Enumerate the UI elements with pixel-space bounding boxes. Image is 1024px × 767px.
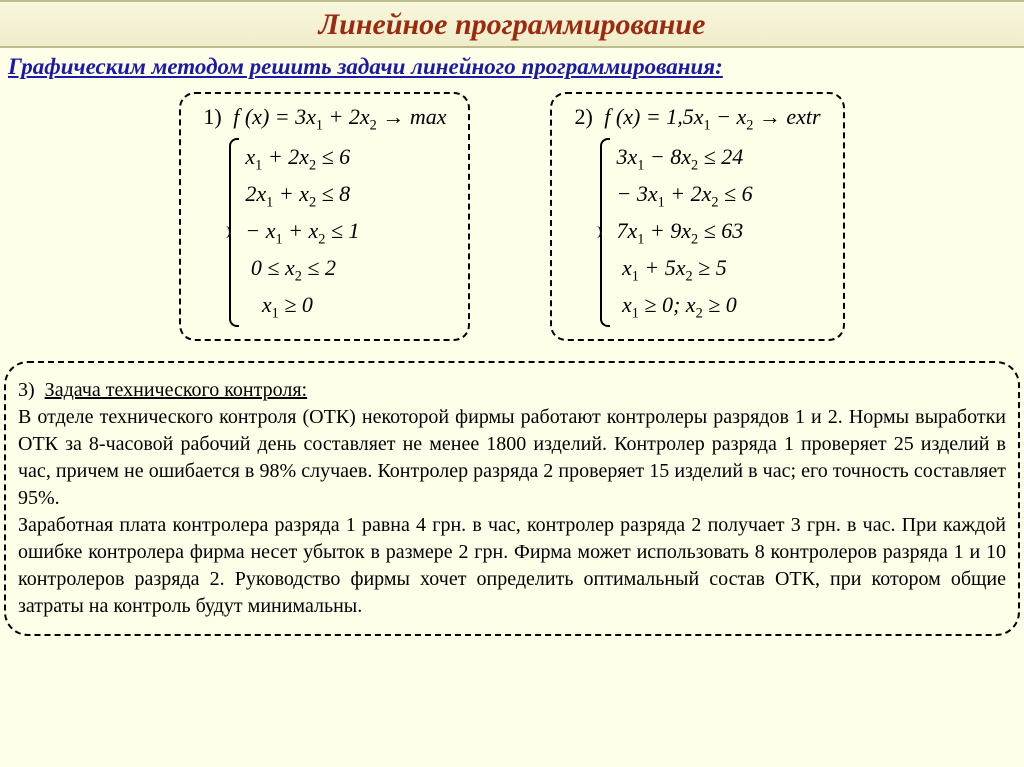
problems-row: 1) f (x) = 3x1 + 2x2 → max x1 + 2x2 ≤ 6 … <box>0 82 1024 359</box>
problem-1-box: 1) f (x) = 3x1 + 2x2 → max x1 + 2x2 ≤ 6 … <box>179 92 470 341</box>
problem-2-number: 2) <box>574 104 592 129</box>
problem-3-p3: Заработная плата контролера разряда 1 ра… <box>18 514 1006 617</box>
problem-3-box: 3) Задача технического контроля: В отдел… <box>4 361 1020 636</box>
problem-3-title: Задача технического контроля: <box>45 379 307 401</box>
problem-3-number: 3) <box>18 379 35 401</box>
p1-c3: − x1 + x2 ≤ 1 <box>245 214 446 251</box>
problem-1-number: 1) <box>203 104 221 129</box>
p1-c2: 2x1 + x2 ≤ 8 <box>245 177 446 214</box>
problem-2-objective: 2) f (x) = 1,5x1 − x2 → extr <box>574 104 820 134</box>
p1-c5: x1 ≥ 0 <box>245 288 446 325</box>
p2-c1: 3x1 − 8x2 ≤ 24 <box>616 140 820 177</box>
problem-1-constraints: x1 + 2x2 ≤ 6 2x1 + x2 ≤ 8 − x1 + x2 ≤ 1 … <box>225 140 446 324</box>
brace-icon <box>225 138 239 326</box>
p2-c3: 7x1 + 9x2 ≤ 63 <box>616 214 820 251</box>
problem-2-box: 2) f (x) = 1,5x1 − x2 → extr 3x1 − 8x2 ≤… <box>550 92 844 341</box>
problem-2-constraints: 3x1 − 8x2 ≤ 24 − 3x1 + 2x2 ≤ 6 7x1 + 9x2… <box>596 140 820 324</box>
problem-1-objective: 1) f (x) = 3x1 + 2x2 → max <box>203 104 446 134</box>
p1-c1: x1 + 2x2 ≤ 6 <box>245 140 446 177</box>
p2-c5: x1 ≥ 0; x2 ≥ 0 <box>616 288 820 325</box>
page-title: Линейное программирование <box>0 0 1024 48</box>
subtitle-text: Графическим методом решить задачи линейн… <box>8 54 723 79</box>
p2-c2: − 3x1 + 2x2 ≤ 6 <box>616 177 820 214</box>
p1-c4: 0 ≤ x2 ≤ 2 <box>245 251 446 288</box>
p2-c4: x1 + 5x2 ≥ 5 <box>616 251 820 288</box>
brace-icon <box>596 138 610 326</box>
subtitle: Графическим методом решить задачи линейн… <box>0 48 1024 82</box>
